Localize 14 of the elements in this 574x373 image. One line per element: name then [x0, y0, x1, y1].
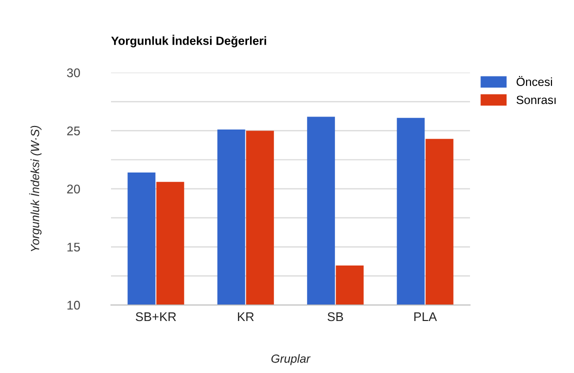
- x-tick-label: PLA: [414, 312, 437, 322]
- y-tick-label: 10: [67, 300, 80, 310]
- x-tick-label: SB+KR: [136, 312, 176, 322]
- legend-label: Öncesi: [516, 76, 552, 86]
- x-tick-label: SB: [328, 312, 344, 322]
- y-tick-label: 30: [67, 68, 80, 78]
- y-tick-label: 15: [67, 242, 80, 252]
- chart-title: Yorgunluk İndeksi Değerleri: [111, 34, 266, 48]
- y-tick-label: 25: [67, 126, 80, 136]
- y-axis-title: Yorgunluk İndeksi (W·S): [29, 126, 42, 252]
- x-tick-label: KR: [238, 312, 254, 322]
- x-axis-title: Gruplar: [271, 354, 311, 366]
- y-tick-label: 20: [67, 184, 80, 194]
- legend-label: Sonrası: [516, 96, 556, 104]
